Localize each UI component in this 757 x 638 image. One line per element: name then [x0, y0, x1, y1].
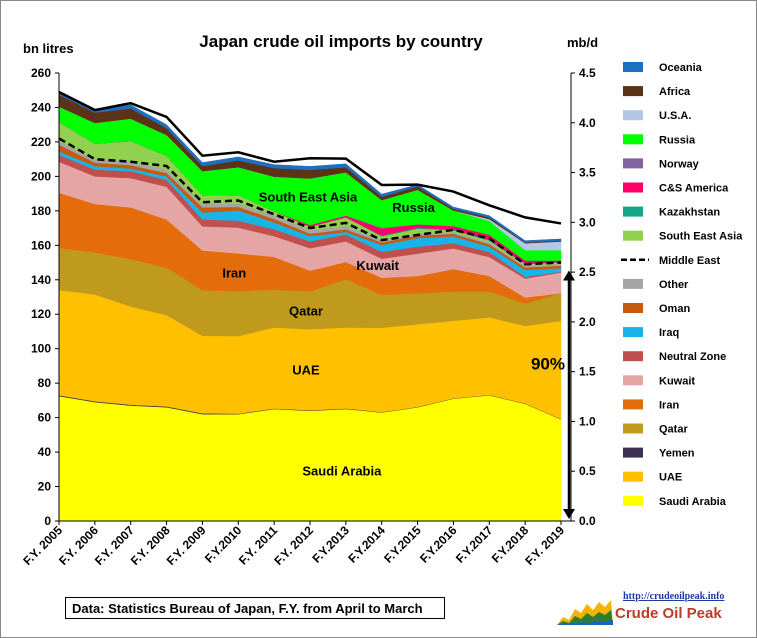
- y-tick-label-right: 3.0: [579, 215, 596, 229]
- legend-label-iraq: Iraq: [659, 327, 679, 339]
- y-tick-label-left: 220: [31, 135, 51, 149]
- area-oceania: [58, 91, 562, 243]
- y-tick-label-right: 3.5: [579, 166, 596, 180]
- y-tick-label-right: 1.5: [579, 365, 596, 379]
- y-tick-label-left: 180: [31, 204, 51, 218]
- legend-swatch-u-s-a: [623, 110, 643, 121]
- logo-graphic: [557, 600, 613, 625]
- y-tick-label-left: 200: [31, 169, 51, 183]
- y-tick-label-left: 0: [44, 514, 51, 528]
- annotation-90-percent: 90%: [531, 354, 565, 373]
- legend-label-other: Other: [659, 279, 689, 291]
- y-tick-label-right: 0.5: [579, 464, 596, 478]
- x-tick-label: F.Y.2013: [310, 523, 353, 566]
- legend-swatch-norway: [623, 158, 643, 169]
- legend-swatch-saudi-arabia: [623, 495, 643, 506]
- y-tick-label-left: 260: [31, 66, 51, 80]
- x-tick-label: F.Y.2017: [453, 523, 496, 566]
- y-axis-label-left: bn litres: [23, 41, 74, 56]
- y-tick-label-right: 4.5: [579, 66, 596, 80]
- annotation-arrow-head-top: [563, 270, 575, 281]
- y-tick-label-left: 140: [31, 273, 51, 287]
- area-label-russia: Russia: [392, 200, 435, 215]
- legend-swatch-africa: [623, 86, 643, 97]
- y-tick-label-right: 2.0: [579, 315, 596, 329]
- legend-label-middle-east: Middle East: [659, 255, 720, 267]
- area-label-south-east-asia: South East Asia: [259, 190, 358, 205]
- legend-label-iran: Iran: [659, 399, 679, 411]
- legend-label-neutral-zone: Neutral Zone: [659, 351, 726, 363]
- x-tick-label: F.Y.2014: [345, 523, 388, 566]
- legend-label-kuwait: Kuwait: [659, 375, 695, 387]
- area-label-iran: Iran: [222, 265, 246, 280]
- legend-swatch-yemen: [623, 447, 643, 458]
- y-tick-label-right: 4.0: [579, 116, 596, 130]
- area-saudi-arabia: [58, 394, 562, 522]
- legend-label-c-s-america: C&S America: [659, 183, 729, 195]
- legend-swatch-south-east-asia: [623, 230, 643, 241]
- legend-swatch-kuwait: [623, 375, 643, 386]
- legend-swatch-oceania: [623, 62, 643, 72]
- legend-swatch-russia: [623, 134, 643, 145]
- legend-swatch-qatar: [623, 423, 643, 434]
- legend-swatch-uae: [623, 471, 643, 482]
- legend-swatch-other: [623, 278, 643, 289]
- legend-label-u-s-a: U.S.A.: [659, 110, 691, 122]
- x-tick-label: F.Y.2016: [417, 523, 460, 566]
- area-label-kuwait: Kuwait: [356, 258, 399, 273]
- area-label-saudi-arabia: Saudi Arabia: [302, 464, 382, 479]
- legend-label-yemen: Yemen: [659, 448, 695, 460]
- logo-url[interactable]: http://crudeoilpeak.info: [623, 591, 725, 602]
- legend-label-south-east-asia: South East Asia: [659, 231, 743, 243]
- logo: http://crudeoilpeak.info Crude Oil Peak: [557, 591, 747, 631]
- legend-label-qatar: Qatar: [659, 424, 688, 436]
- logo-text: Crude Oil Peak: [615, 605, 722, 622]
- middle-east-line: [58, 137, 562, 266]
- total-line: [58, 90, 562, 225]
- y-tick-label-right: 1.0: [579, 414, 596, 428]
- chart-title: Japan crude oil imports by country: [199, 32, 483, 51]
- legend-label-kazakhstan: Kazakhstan: [659, 207, 720, 219]
- y-tick-label-left: 40: [38, 445, 52, 459]
- source-note: Data: Statistics Bureau of Japan, F.Y. f…: [65, 597, 445, 619]
- legend-label-uae: UAE: [659, 472, 682, 484]
- y-axis-label-right: mb/d: [567, 35, 598, 50]
- x-tick-label: F.Y. 2019: [522, 523, 567, 568]
- legend-swatch-kazakhstan: [623, 206, 643, 217]
- y-tick-label-left: 160: [31, 238, 51, 252]
- y-tick-label-right: 0.0: [579, 514, 596, 528]
- legend-swatch-c-s-america: [623, 182, 643, 193]
- legend-label-russia: Russia: [659, 134, 696, 146]
- y-tick-label-left: 100: [31, 342, 51, 356]
- legend-swatch-iran: [623, 399, 643, 410]
- x-tick-label: F.Y.2015: [381, 523, 424, 566]
- legend-label-norway: Norway: [659, 158, 700, 170]
- legend-label-africa: Africa: [659, 86, 691, 98]
- y-tick-label-right: 2.5: [579, 265, 596, 279]
- legend-label-oceania: Oceania: [659, 62, 703, 74]
- annotation-arrow-head-bottom: [563, 509, 575, 519]
- legend-swatch-iraq: [623, 327, 643, 338]
- legend-label-oman: Oman: [659, 303, 690, 315]
- legend-swatch-neutral-zone: [623, 351, 643, 362]
- legend-label-saudi-arabia: Saudi Arabia: [659, 496, 727, 508]
- y-tick-label-left: 120: [31, 307, 51, 321]
- area-label-uae: UAE: [292, 363, 320, 378]
- area-label-qatar: Qatar: [289, 303, 323, 318]
- x-tick-label: F.Y. 2009: [164, 523, 209, 568]
- x-tick-label: F.Y. 2012: [271, 523, 316, 568]
- y-tick-label-left: 60: [38, 411, 52, 425]
- y-tick-label-left: 240: [31, 100, 51, 114]
- legend-swatch-oman: [623, 303, 643, 313]
- y-tick-label-left: 20: [38, 480, 52, 494]
- y-tick-label-left: 80: [38, 376, 52, 390]
- chart: Japan crude oil imports by country bn lit…: [20, 32, 743, 568]
